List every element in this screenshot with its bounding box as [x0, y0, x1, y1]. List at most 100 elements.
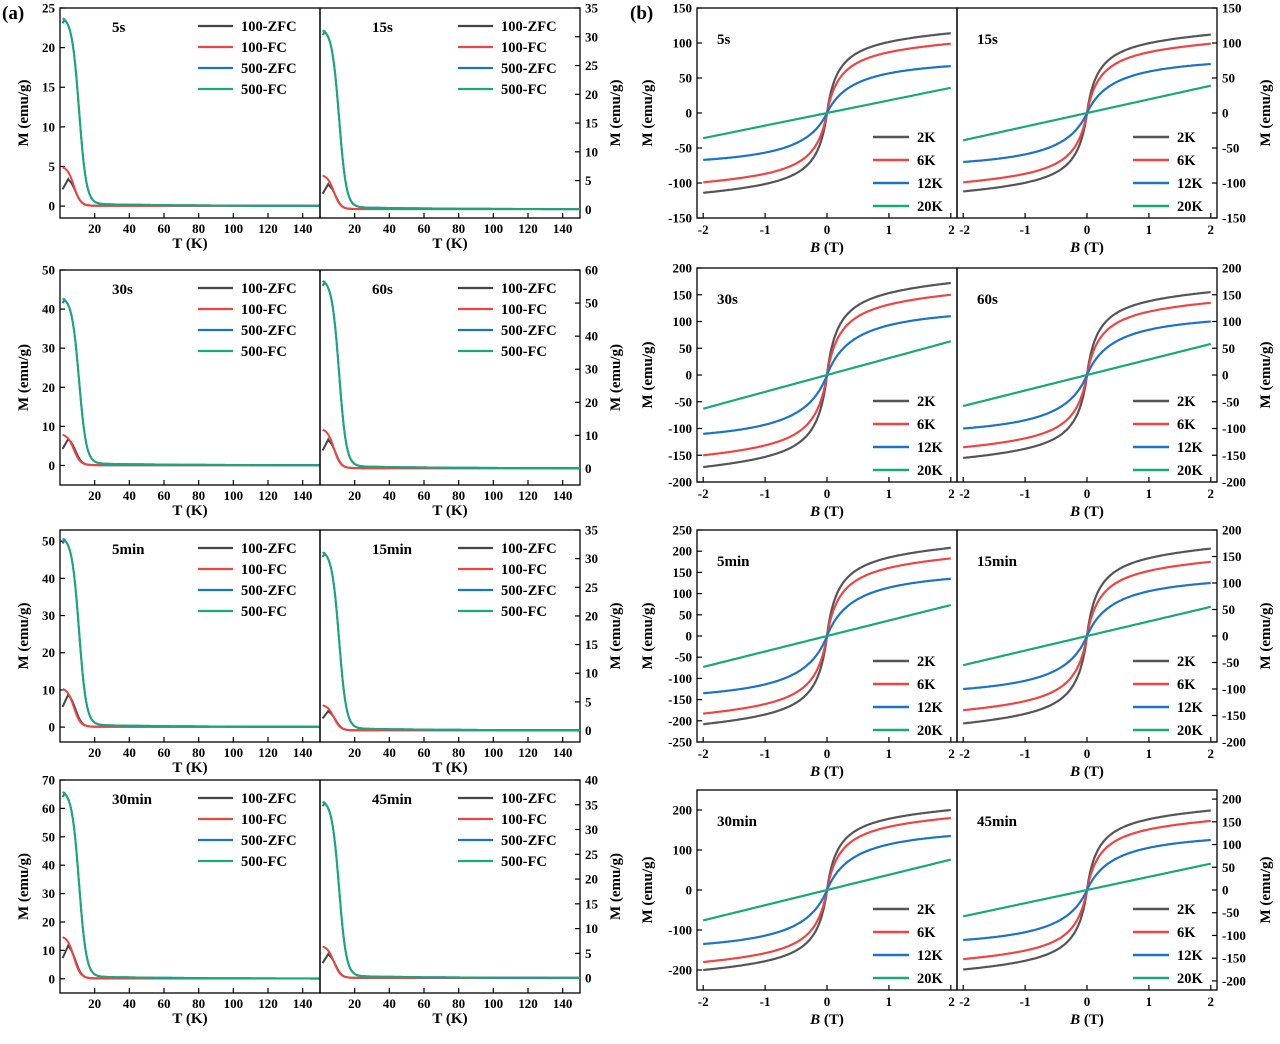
x-axis-label: T (K): [432, 503, 467, 519]
legend-label-100-zfc: 100-ZFC: [241, 281, 297, 297]
y-axis-label: M (emu/g): [640, 79, 656, 146]
y-tick-label: -50: [675, 650, 692, 665]
legend-label-500-zfc: 500-ZFC: [501, 323, 557, 339]
sample-label: 5s: [717, 32, 731, 48]
y-tick-label: -250: [668, 735, 692, 750]
legend-label-500-fc: 500-FC: [501, 82, 547, 98]
x-tick-label: 20: [88, 745, 101, 760]
y-tick-label: 40: [42, 571, 55, 586]
x-tick-label: 100: [484, 745, 504, 760]
legend-label-6k: 6K: [917, 677, 936, 693]
y-tick-label: 20: [42, 645, 55, 660]
x-tick-label: 2: [1208, 486, 1215, 501]
legend-label-12k: 12K: [917, 176, 944, 192]
plot-frame: [319, 269, 581, 486]
legend-label-12k: 12K: [1177, 700, 1204, 716]
x-tick-label: 1: [1146, 746, 1153, 761]
y-tick-label: 0: [686, 883, 693, 898]
y-axis-label: M (emu/g): [16, 602, 32, 669]
y-tick-label: 30: [585, 29, 598, 44]
series-500-zfc: [321, 551, 580, 732]
x-tick-label: -2: [959, 994, 970, 1009]
x-tick-label: 80: [452, 221, 465, 236]
series-500-fc: [62, 297, 320, 467]
y-tick-label: 150: [673, 565, 693, 580]
y-tick-label: -100: [1222, 928, 1246, 943]
series-20k: [963, 605, 1212, 667]
mh-panel-60s: -2 -1 0 1 2 -200 -150 -100 -50 0 50 100 150 200 M (emu…: [956, 261, 1274, 520]
x-tick-label: -2: [959, 486, 970, 501]
x-tick-label: 80: [452, 488, 465, 503]
series-500-zfc: [321, 801, 580, 979]
legend-label-20k: 20K: [917, 971, 944, 987]
legend-label-6k: 6K: [1177, 153, 1196, 169]
y-tick-label: 150: [673, 287, 693, 302]
legend-label-500-zfc: 500-ZFC: [501, 61, 557, 77]
y-tick-label: 100: [1222, 314, 1242, 329]
x-tick-label: 140: [293, 996, 313, 1011]
sample-label: 30min: [112, 792, 153, 808]
legend-label-12k: 12K: [917, 948, 944, 964]
y-tick-label: 25: [42, 1, 56, 16]
x-axis-label: B (T): [1069, 504, 1104, 520]
x-tick-label: 120: [518, 745, 538, 760]
y-tick-label: 0: [585, 461, 592, 476]
x-axis-label: B (T): [809, 764, 844, 780]
y-tick-label: -150: [668, 448, 692, 463]
series-100-zfc: [61, 692, 320, 728]
x-tick-label: -1: [760, 746, 771, 761]
x-tick-label: 1: [886, 222, 893, 237]
x-tick-label: -1: [1020, 222, 1031, 237]
x-tick-label: -2: [698, 746, 709, 761]
x-tick-label: 60: [158, 996, 171, 1011]
x-tick-label: 60: [418, 221, 431, 236]
y-axis-label-right: M (emu/g): [1258, 79, 1274, 146]
y-tick-label: 15: [585, 896, 599, 911]
x-tick-label: 1: [1146, 994, 1153, 1009]
y-tick-label: 40: [42, 858, 55, 873]
legend-label-100-zfc: 100-ZFC: [501, 791, 557, 807]
legend-label-6k: 6K: [917, 925, 936, 941]
x-tick-label: 80: [452, 996, 465, 1011]
x-tick-label: 40: [123, 745, 136, 760]
x-tick-label: 80: [192, 488, 205, 503]
legend-label-2k: 2K: [1177, 130, 1196, 146]
legend-label-100-fc: 100-FC: [501, 562, 547, 578]
y-tick-label: 50: [1222, 341, 1235, 356]
x-axis-label: B (T): [1069, 1012, 1104, 1028]
legend-label-100-fc: 100-FC: [241, 302, 287, 318]
y-tick-label: -100: [1222, 682, 1246, 697]
series-20k: [962, 862, 1212, 918]
legend-label-20k: 20K: [917, 199, 944, 215]
series-100-fc: [322, 704, 580, 732]
legend-label-2k: 2K: [1177, 394, 1196, 410]
series-500-fc: [62, 17, 320, 207]
x-axis-label: T (K): [432, 236, 467, 252]
panel-label-b: (b): [630, 3, 653, 24]
y-tick-label: 5: [585, 173, 592, 188]
y-tick-label: 10: [585, 144, 598, 159]
x-tick-label: 100: [224, 488, 244, 503]
y-tick-label: 30: [42, 341, 55, 356]
y-tick-label: 30: [585, 822, 598, 837]
y-tick-label: 20: [42, 380, 55, 395]
x-tick-label: 20: [348, 221, 361, 236]
y-tick-label: -50: [1222, 905, 1239, 920]
x-tick-label: 2: [1208, 994, 1215, 1009]
y-tick-label: 50: [1222, 602, 1235, 617]
mh-panel-5min: -2 -1 0 1 2 -250 -200 -150 -100 -50 0 50 100 150 200 25…: [640, 523, 958, 780]
y-tick-label: 40: [585, 329, 598, 344]
x-tick-label: -2: [698, 486, 709, 501]
x-tick-label: 2: [948, 994, 955, 1009]
legend-label-2k: 2K: [1177, 654, 1196, 670]
y-tick-label: -100: [668, 176, 692, 191]
x-tick-label: -2: [959, 222, 970, 237]
x-tick-label: 20: [348, 745, 361, 760]
panel-label-a: (a): [2, 3, 24, 24]
x-tick-label: 120: [518, 221, 538, 236]
y-tick-label: 35: [585, 1, 599, 16]
y-tick-label: 0: [1222, 883, 1229, 898]
legend-label-12k: 12K: [917, 440, 944, 456]
y-tick-label: 200: [673, 544, 693, 559]
y-tick-label: 0: [49, 720, 56, 735]
